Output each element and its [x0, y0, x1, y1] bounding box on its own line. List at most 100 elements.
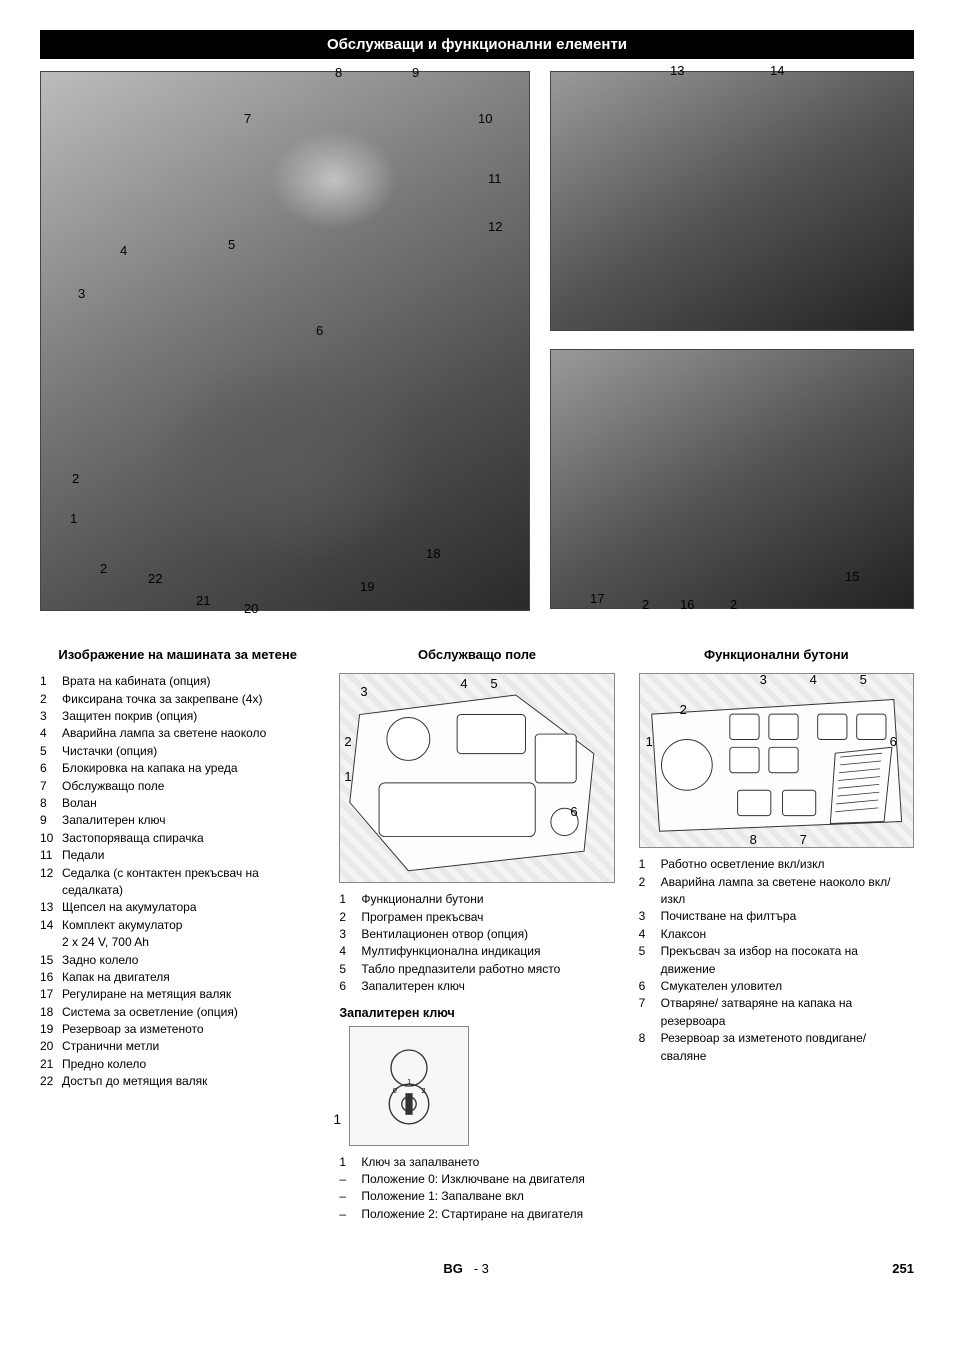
- diagram-callout: 3: [760, 672, 767, 687]
- diagram-callout: 2: [344, 734, 351, 749]
- list-item: 5Табло предпазители работно място: [339, 961, 614, 978]
- list-item: 6Запалитерен ключ: [339, 978, 614, 995]
- item-text: Регулиране на метящия валяк: [62, 986, 315, 1003]
- list-item: 8Волан: [40, 795, 315, 812]
- item-number: 15: [40, 952, 62, 969]
- list-item: 1Функционални бутони: [339, 891, 614, 908]
- item-text: Функционални бутони: [361, 891, 614, 908]
- diagram-callout: 2: [100, 561, 107, 576]
- item-text: Достъп до метящия валяк: [62, 1073, 315, 1090]
- col3-list: 1Работно осветление вкл/изкл2Аварийна ла…: [639, 856, 914, 1065]
- list-item: 14Комплект акумулатор2 x 24 V, 700 Ah: [40, 917, 315, 952]
- item-number: 13: [40, 899, 62, 916]
- diagram-callout: 4: [460, 676, 467, 691]
- list-item: 7Обслужващо поле: [40, 778, 315, 795]
- item-number: 18: [40, 1004, 62, 1021]
- item-number: 4: [40, 725, 62, 742]
- footer-page: 251: [892, 1261, 914, 1276]
- diagram-callout: 2: [72, 471, 79, 486]
- diagram-callout: 4: [120, 243, 127, 258]
- list-item: 4Аварийна лампа за светене наоколо: [40, 725, 315, 742]
- list-item: 18Система за осветление (опция): [40, 1004, 315, 1021]
- ignition-key-diagram: 0 1 2: [349, 1026, 469, 1146]
- list-item: –Положение 2: Стартиране на двигателя: [339, 1206, 614, 1223]
- item-text: Чистачки (опция): [62, 743, 315, 760]
- item-text: Комплект акумулатор2 x 24 V, 700 Ah: [62, 917, 315, 952]
- col-machine-legend: Изображение на машината за метене 1Врата…: [40, 641, 315, 1233]
- item-number: 1: [40, 673, 62, 690]
- diagram-callout: 14: [770, 63, 784, 78]
- diagram-callout: 21: [196, 593, 210, 608]
- item-text: Седалка (с контактен прекъсвач на седалк…: [62, 865, 315, 900]
- item-number: 1: [639, 856, 661, 873]
- list-item: 17Регулиране на метящия валяк: [40, 986, 315, 1003]
- control-panel-diagram: 345216: [339, 673, 614, 883]
- item-text: Странични метли: [62, 1038, 315, 1055]
- diagram-callout: 5: [860, 672, 867, 687]
- item-text: Запалитерен ключ: [361, 978, 614, 995]
- diagram-callout: 2: [730, 597, 737, 612]
- col2-heading: Обслужващо поле: [339, 647, 614, 663]
- item-number: 2: [339, 909, 361, 926]
- item-text: Фиксирана точка за закрепване (4x): [62, 691, 315, 708]
- diagram-callout: 3: [360, 684, 367, 699]
- item-number: 7: [40, 778, 62, 795]
- item-number: 22: [40, 1073, 62, 1090]
- item-text: Положение 2: Стартиране на двигателя: [361, 1206, 614, 1223]
- item-number: 7: [639, 995, 661, 1030]
- item-text: Вентилационен отвор (опция): [361, 926, 614, 943]
- item-number: 8: [40, 795, 62, 812]
- diagram-callout: 7: [244, 111, 251, 126]
- item-number: 21: [40, 1056, 62, 1073]
- item-number: 10: [40, 830, 62, 847]
- col-function-buttons: Функционални бутони: [639, 641, 914, 1233]
- item-text: Табло предпазители работно място: [361, 961, 614, 978]
- item-number: 14: [40, 917, 62, 952]
- bot-right-callouts: 17216215: [550, 349, 914, 609]
- item-number: 4: [639, 926, 661, 943]
- col-control-panel: Обслужващо поле 345216 1Функционални бут…: [339, 641, 614, 1233]
- col1-heading: Изображение на машината за метене: [40, 647, 315, 663]
- list-item: 5Прекъсвач за избор на посоката на движе…: [639, 943, 914, 978]
- svg-text:0: 0: [393, 1086, 397, 1095]
- list-item: 22Достъп до метящия валяк: [40, 1073, 315, 1090]
- item-text: Аварийна лампа за светене наоколо вкл/из…: [661, 874, 914, 909]
- diagram-callout: 19: [360, 579, 374, 594]
- key-heading: Запалитерен ключ: [339, 1006, 614, 1020]
- list-item: 8Резервоар за изметеното повдигане/ свал…: [639, 1030, 914, 1065]
- main-diagram-wrap: 89107111245362122221201918: [40, 71, 530, 627]
- item-number: 5: [639, 943, 661, 978]
- diagram-callout: 1: [70, 511, 77, 526]
- item-number: 5: [40, 743, 62, 760]
- item-number: 17: [40, 986, 62, 1003]
- item-text: Застопоряваща спирачка: [62, 830, 315, 847]
- list-item: 21Предно колело: [40, 1056, 315, 1073]
- list-item: 11Педали: [40, 847, 315, 864]
- list-item: 15Задно колело: [40, 952, 315, 969]
- item-number: 3: [40, 708, 62, 725]
- item-text: Защитен покрив (опция): [62, 708, 315, 725]
- list-item: 19Резервоар за изметеното: [40, 1021, 315, 1038]
- footer-lang: BG: [443, 1261, 463, 1276]
- diagram-callout: 15: [845, 569, 859, 584]
- diagram-callout: 2: [642, 597, 649, 612]
- item-number: 8: [639, 1030, 661, 1065]
- diagram-callout: 6: [570, 804, 577, 819]
- diagram-callout: 7: [800, 832, 807, 847]
- item-text: Резервоар за изметеното: [62, 1021, 315, 1038]
- top-right-callouts: 1314: [550, 71, 914, 331]
- diagram-callout: 9: [412, 65, 419, 80]
- list-item: 20Странични метли: [40, 1038, 315, 1055]
- item-text: Врата на кабината (опция): [62, 673, 315, 690]
- diagram-row: 89107111245362122221201918 1314 17216215: [40, 71, 914, 627]
- diagram-callout: 1: [344, 769, 351, 784]
- item-number: 2: [40, 691, 62, 708]
- item-number: –: [339, 1171, 361, 1188]
- list-item: 3Вентилационен отвор (опция): [339, 926, 614, 943]
- item-text: Блокировка на капака на уреда: [62, 760, 315, 777]
- list-item: 7Отваряне/ затваряне на капака на резерв…: [639, 995, 914, 1030]
- section-header: Обслужващи и функционални елементи: [40, 30, 914, 59]
- list-item: 4Клаксон: [639, 926, 914, 943]
- diagram-callout: 3: [78, 286, 85, 301]
- diagram-callout: 18: [426, 546, 440, 561]
